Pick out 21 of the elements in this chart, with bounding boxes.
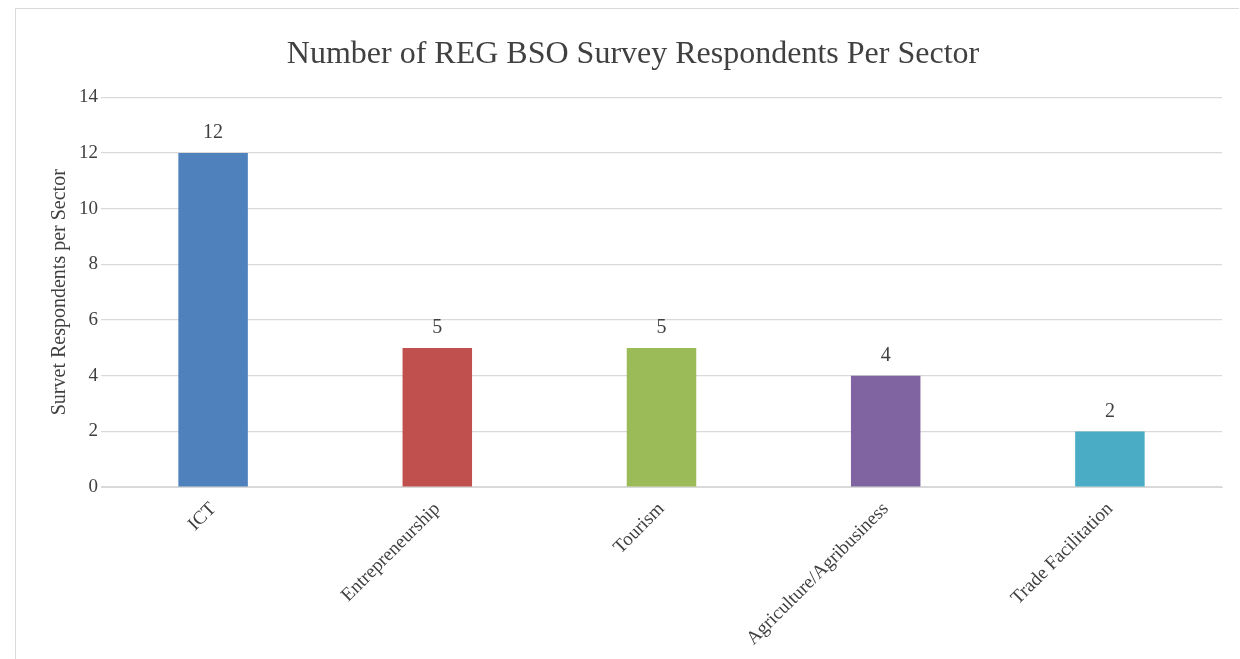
data-label: 5	[656, 315, 667, 338]
y-tick-label: 2	[88, 419, 98, 441]
bar	[402, 347, 473, 487]
bar	[850, 375, 921, 487]
y-tick-label: 14	[79, 85, 99, 107]
y-tick-label: 0	[88, 475, 98, 497]
bar	[626, 347, 697, 487]
bar	[1075, 431, 1145, 487]
data-label: 2	[1104, 398, 1115, 421]
y-tick-label: 4	[88, 363, 99, 385]
y-axis-title: Survet Respondents per Sector	[47, 168, 71, 416]
data-label: 12	[203, 120, 224, 143]
y-tick-label: 12	[79, 141, 98, 163]
bar	[178, 153, 248, 487]
y-tick-label: 10	[79, 196, 98, 218]
chart-title: Number of REG BSO Survey Respondents Per Sector	[286, 33, 980, 70]
data-label: 5	[432, 315, 443, 338]
y-tick-label: 8	[88, 252, 98, 274]
x-tick-label: ICT	[182, 497, 220, 535]
y-tick-label: 6	[88, 308, 98, 330]
data-label: 4	[880, 342, 891, 365]
